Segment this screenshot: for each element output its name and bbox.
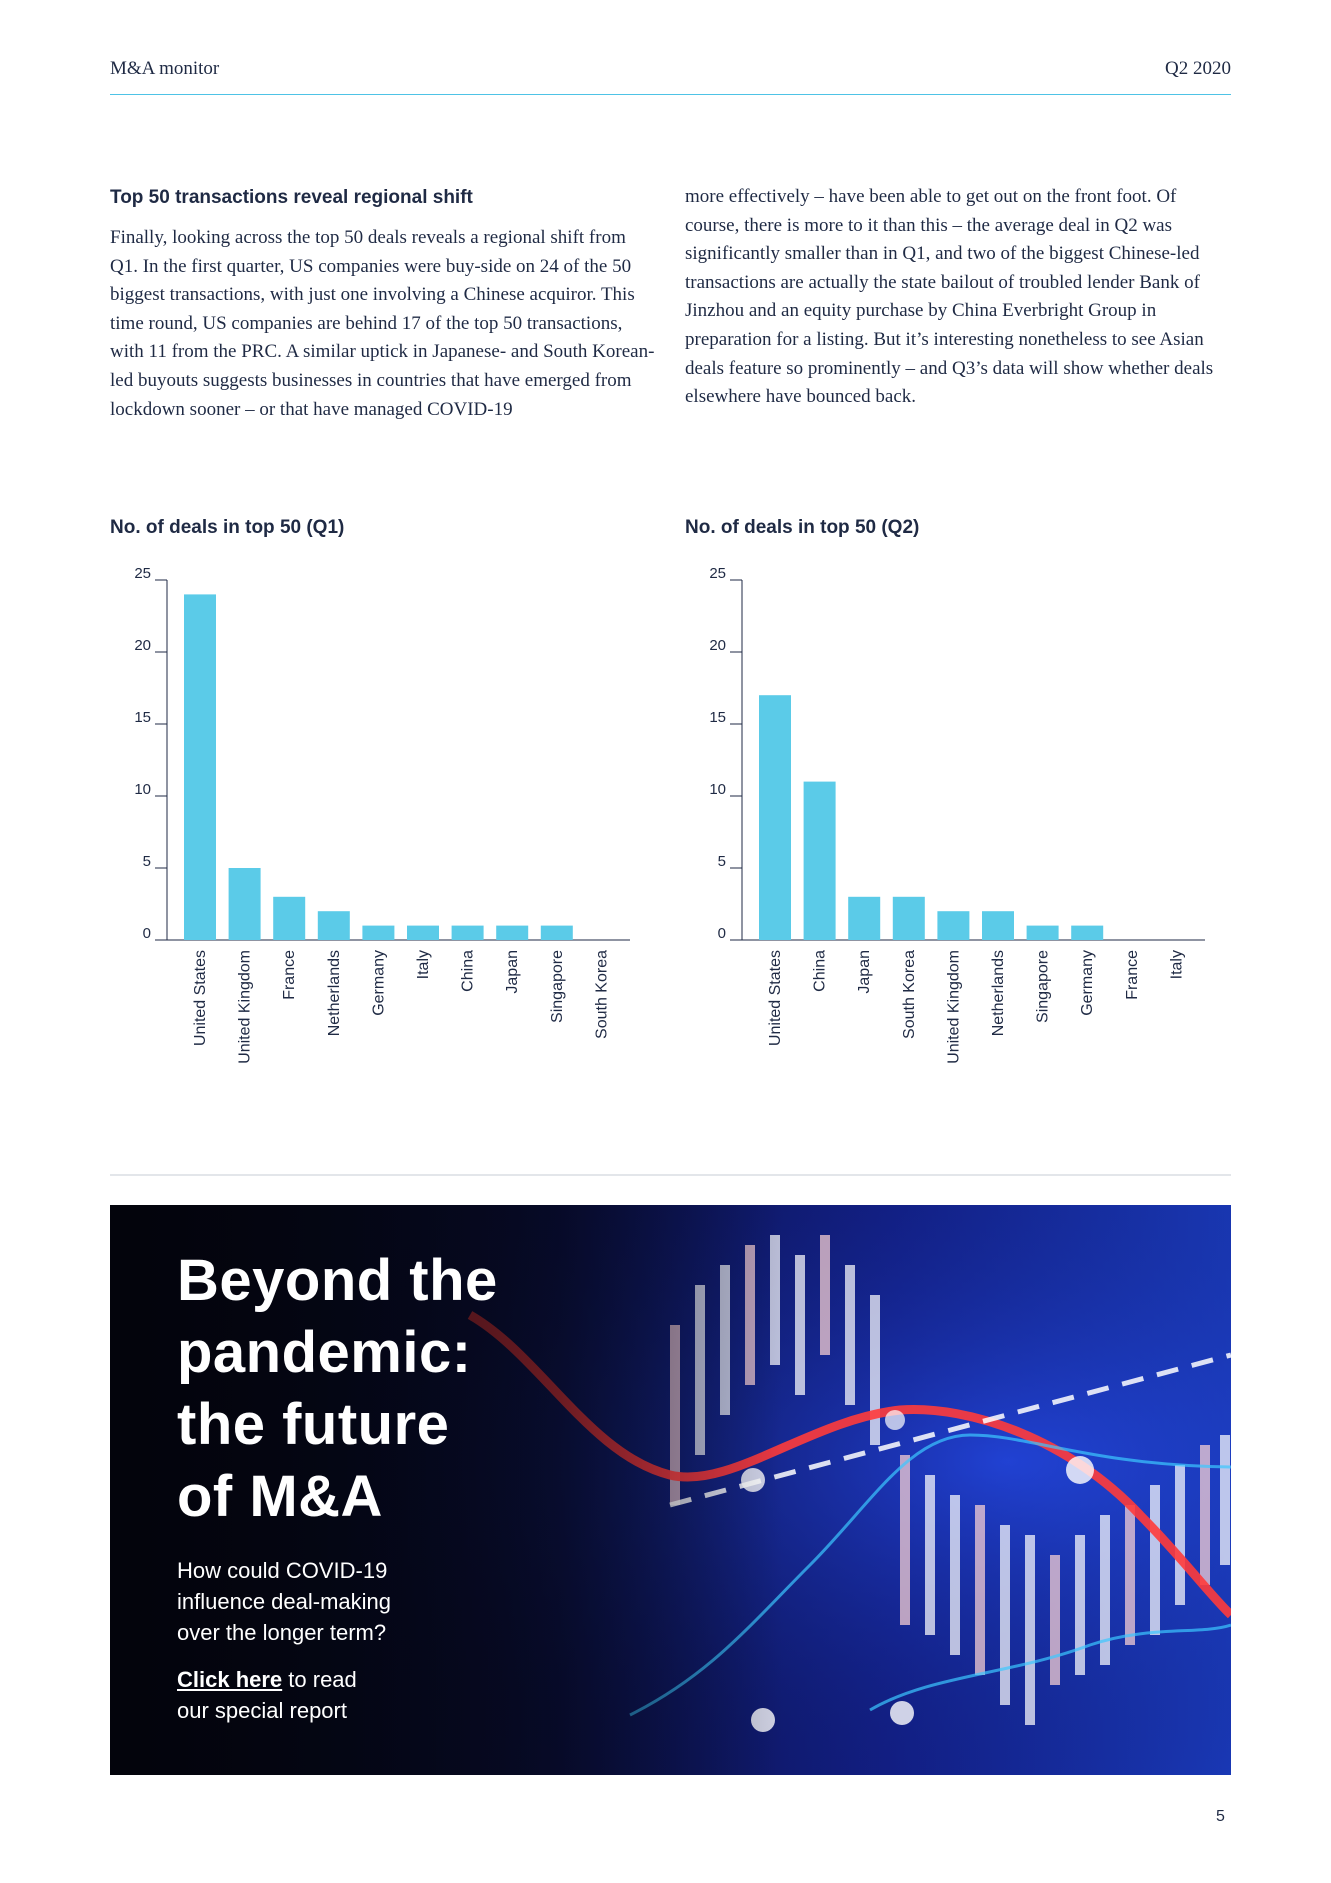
banner-title: Beyond the pandemic: the future of M&A — [177, 1245, 597, 1533]
section-divider — [110, 1174, 1231, 1176]
y-tick-label: 25 — [134, 565, 151, 582]
article-column-left: Top 50 transactions reveal regional shif… — [110, 185, 655, 424]
bar-chart-q2: 0 5 10 15 20 25 United States China Japan South K… — [709, 565, 1205, 1064]
x-category-label: Japan — [856, 950, 873, 994]
stock-chart-background-image — [110, 1205, 1231, 1775]
page-header: M&A monitor Q2 2020 — [110, 58, 1231, 95]
y-tick-label: 10 — [134, 781, 151, 798]
y-tick-label: 20 — [709, 637, 726, 654]
bar-italy — [407, 925, 439, 940]
banner-subtitle-line: over the longer term? — [177, 1620, 387, 1645]
x-category-label: Italy — [415, 950, 432, 979]
bar-netherlands — [317, 911, 350, 940]
banner-subtitle-line: influence deal-making — [177, 1589, 392, 1614]
article-column-right: more effectively – have been able to get… — [685, 183, 1230, 412]
issue-label: Q2 2020 — [1165, 58, 1231, 79]
y-tick-label: 25 — [709, 565, 726, 582]
bar-netherlands — [982, 911, 1014, 940]
y-tick-label: 5 — [143, 853, 151, 870]
bar-china — [451, 925, 484, 940]
y-tick-label: 5 — [718, 853, 726, 870]
y-tick-label: 10 — [709, 781, 726, 798]
bar-singapore — [540, 925, 573, 940]
x-category-label: Netherlands — [990, 950, 1007, 1036]
bar-united-states — [184, 594, 216, 940]
special-report-banner[interactable]: Beyond the pandemic: the future of M&A H… — [110, 1205, 1231, 1775]
banner-title-line: of M&A — [177, 1464, 383, 1529]
y-tick-label: 0 — [718, 925, 726, 942]
page-number: 5 — [1216, 1808, 1225, 1825]
cta-text-line2: our special report — [177, 1698, 347, 1723]
x-category-label: Italy — [1168, 950, 1185, 979]
x-category-label: United Kingdom — [237, 950, 254, 1064]
y-tick-label: 15 — [709, 709, 726, 726]
x-category-label: South Korea — [901, 950, 918, 1039]
x-category-label: China — [460, 950, 477, 992]
bar-germany — [1071, 925, 1104, 940]
article-paragraph-right: more effectively – have been able to get… — [685, 186, 1214, 408]
banner-text-block: Beyond the pandemic: the future of M&A H… — [177, 1245, 597, 1726]
x-category-label: France — [1124, 950, 1141, 1000]
bar-united-kingdom — [937, 911, 970, 940]
publication-title: M&A monitor — [110, 58, 220, 79]
cta-text: to read — [282, 1667, 357, 1692]
bar-south-korea — [892, 896, 925, 940]
bar-japan — [496, 925, 529, 940]
click-here-link[interactable]: Click here — [177, 1667, 283, 1692]
bar-chart-q1: 0 5 10 15 20 25 United States United Kingdom Fra… — [134, 565, 630, 1064]
banner-title-line: Beyond the — [177, 1248, 498, 1313]
banner-subtitle: How could COVID-19 influence deal-making… — [177, 1555, 597, 1648]
x-category-label: United States — [192, 950, 209, 1046]
bar-united-states — [759, 695, 791, 940]
x-category-label: Germany — [1079, 950, 1096, 1016]
y-tick-label: 0 — [143, 925, 151, 942]
x-category-label: United Kingdom — [945, 950, 962, 1064]
chart-title-q2: No. of deals in top 50 (Q2) — [685, 517, 920, 538]
bar-japan — [848, 896, 881, 940]
x-category-label: South Korea — [593, 950, 610, 1039]
bar-united-kingdom — [228, 868, 261, 940]
x-category-label: Singapore — [549, 950, 566, 1023]
chart-title-q1: No. of deals in top 50 (Q1) — [110, 517, 345, 538]
banner-call-to-action: Click here to read our special report — [177, 1664, 597, 1726]
y-tick-label: 15 — [134, 709, 151, 726]
banner-title-line: pandemic: — [177, 1320, 472, 1385]
bar-france — [273, 896, 306, 940]
banner-title-line: the future — [177, 1392, 450, 1457]
banner-subtitle-line: How could COVID-19 — [177, 1558, 388, 1583]
x-category-label: France — [281, 950, 298, 1000]
x-category-label: Germany — [370, 950, 387, 1016]
y-tick-label: 20 — [134, 637, 151, 654]
x-category-label: United States — [767, 950, 784, 1046]
bar-singapore — [1026, 925, 1059, 940]
section-title: Top 50 transactions reveal regional shif… — [110, 187, 473, 208]
x-category-label: China — [812, 950, 829, 992]
x-category-label: Netherlands — [326, 950, 343, 1036]
x-category-label: Singapore — [1035, 950, 1052, 1023]
x-category-label: Japan — [504, 950, 521, 994]
article-paragraph-left: Finally, looking across the top 50 deals… — [110, 227, 655, 420]
bar-china — [803, 781, 836, 940]
bar-germany — [362, 925, 395, 940]
